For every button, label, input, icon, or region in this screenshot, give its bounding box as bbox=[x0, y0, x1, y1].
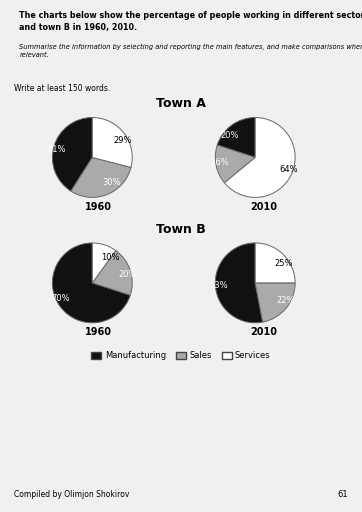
Text: 30%: 30% bbox=[102, 178, 121, 187]
Text: 20%: 20% bbox=[118, 270, 136, 279]
Text: 10%: 10% bbox=[101, 252, 119, 262]
Text: Town A: Town A bbox=[156, 97, 206, 110]
Text: 64%: 64% bbox=[280, 164, 298, 174]
Wedge shape bbox=[71, 158, 131, 197]
Wedge shape bbox=[255, 283, 295, 322]
Wedge shape bbox=[92, 117, 132, 167]
Text: 2010: 2010 bbox=[250, 327, 277, 337]
Wedge shape bbox=[52, 243, 130, 323]
Text: 70%: 70% bbox=[52, 294, 70, 303]
Text: 53%: 53% bbox=[210, 281, 228, 290]
Wedge shape bbox=[92, 250, 132, 295]
Legend: Manufacturing, Sales, Services: Manufacturing, Sales, Services bbox=[88, 348, 274, 364]
Text: 41%: 41% bbox=[48, 145, 66, 154]
Wedge shape bbox=[255, 243, 295, 283]
Wedge shape bbox=[215, 145, 255, 183]
Text: 61: 61 bbox=[337, 490, 348, 499]
Text: 1960: 1960 bbox=[85, 327, 112, 337]
Text: Write at least 150 words.: Write at least 150 words. bbox=[14, 84, 111, 94]
Text: 2010: 2010 bbox=[250, 202, 277, 212]
Text: 29%: 29% bbox=[114, 136, 132, 145]
Text: Summarise the information by selecting and reporting the main features, and make: Summarise the information by selecting a… bbox=[19, 45, 362, 58]
Wedge shape bbox=[52, 117, 92, 191]
Text: 22%: 22% bbox=[276, 296, 295, 305]
Wedge shape bbox=[92, 243, 116, 283]
Text: Town B: Town B bbox=[156, 223, 206, 236]
Wedge shape bbox=[217, 117, 255, 158]
Text: 20%: 20% bbox=[221, 131, 239, 140]
Text: Compiled by Olimjon Shokirov: Compiled by Olimjon Shokirov bbox=[14, 490, 130, 499]
Text: 25%: 25% bbox=[274, 259, 293, 268]
Wedge shape bbox=[215, 243, 263, 323]
Wedge shape bbox=[224, 117, 295, 197]
Text: 1960: 1960 bbox=[85, 202, 112, 212]
Text: 16%: 16% bbox=[210, 158, 228, 167]
Text: The charts below show the percentage of people working in different sectors in t: The charts below show the percentage of … bbox=[19, 11, 362, 32]
